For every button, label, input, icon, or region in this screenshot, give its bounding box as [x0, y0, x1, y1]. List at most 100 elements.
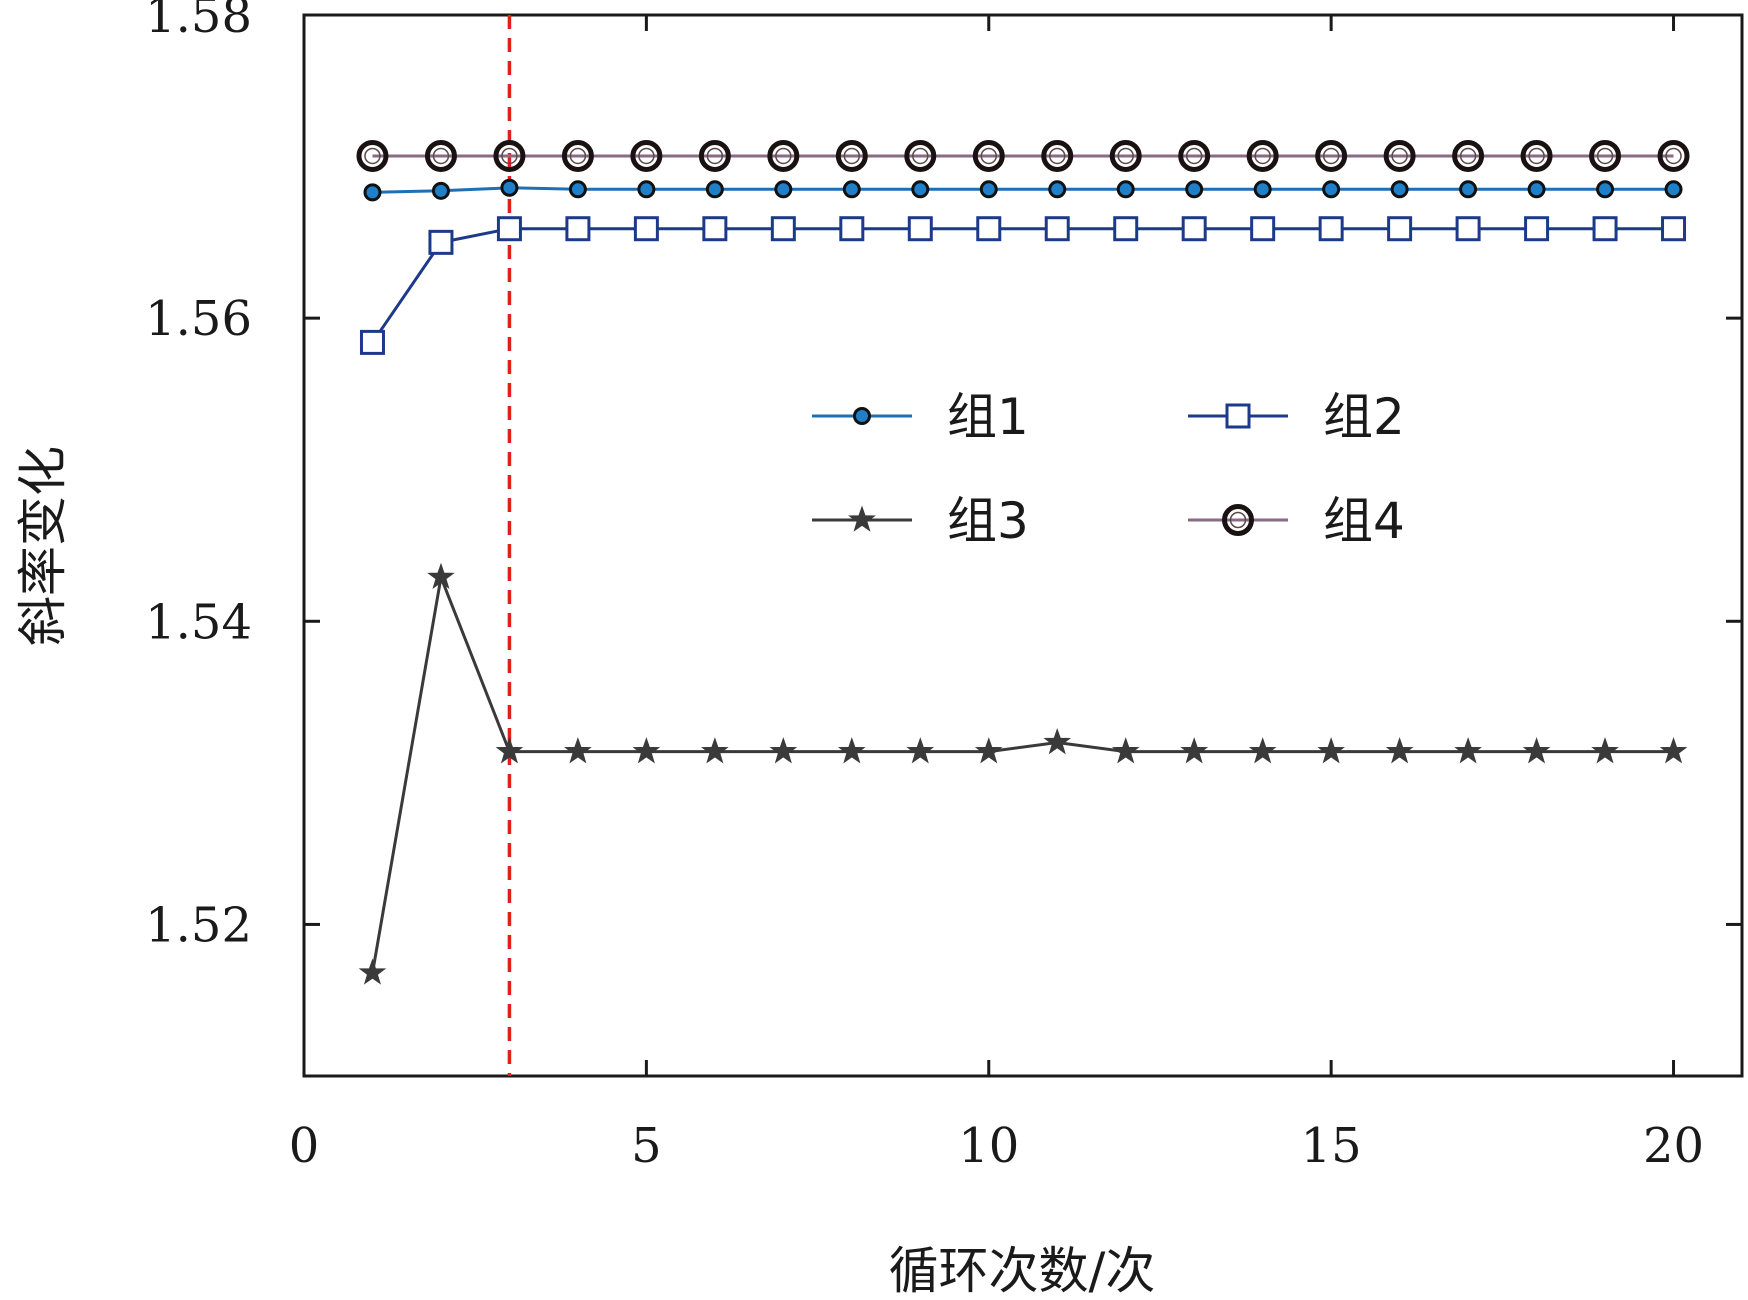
x-axis-title: 循环次数/次 — [889, 1242, 1156, 1300]
series-2-point — [1044, 216, 1070, 242]
series-3-point — [1043, 727, 1072, 755]
series-3-point — [1591, 737, 1619, 764]
series-1-point — [911, 180, 930, 199]
series-3-point — [769, 737, 798, 764]
series-2-point — [565, 216, 591, 242]
series-1 — [363, 178, 1683, 202]
x-tick-label: 5 — [631, 1118, 662, 1174]
legend-entry-4: 组4 — [1188, 492, 1405, 550]
series-3-point — [1454, 737, 1482, 764]
y-tick-label: 1.58 — [145, 0, 252, 44]
series-2-point — [1524, 216, 1550, 242]
series-2-point — [428, 229, 454, 255]
series-4-point — [1178, 139, 1211, 172]
series-1-point — [431, 181, 450, 200]
series-3-point — [837, 737, 866, 764]
series-1-point — [1048, 180, 1067, 199]
series-4-point — [424, 139, 457, 172]
series-1-point — [1664, 180, 1683, 199]
y-tick-label: 1.52 — [145, 897, 252, 953]
series-4-point — [972, 139, 1005, 172]
series-4-point — [630, 139, 663, 172]
legend-swatch-marker-inner — [1229, 511, 1247, 529]
series-3-point — [495, 737, 524, 764]
legend-swatch-marker — [848, 505, 876, 532]
series-3-point — [564, 737, 592, 764]
ticks-layer: 0 5 10 15 20 1.52 1.54 1.56 1.58 — [145, 0, 1742, 1174]
series-layer — [356, 139, 1690, 985]
series-4-point — [1315, 139, 1348, 172]
series-2-point — [1318, 216, 1344, 242]
legend-swatch-marker — [1222, 504, 1254, 536]
series-4-point-inner — [1665, 147, 1682, 165]
series-4-point-inner — [638, 147, 655, 165]
series-2-point — [1113, 216, 1139, 242]
series-2-point — [770, 216, 796, 242]
series-4-point — [1589, 139, 1622, 172]
series-1-point — [705, 180, 724, 199]
legend-label: 组2 — [1323, 388, 1405, 446]
series-3-point — [1659, 737, 1688, 764]
series-4-point — [1520, 139, 1553, 172]
series-1-point — [363, 183, 382, 202]
legend-swatch-marker — [1225, 403, 1251, 429]
series-4-point-inner — [432, 147, 450, 165]
series-4-point-inner — [1185, 147, 1203, 165]
y-tick-label: 1.56 — [145, 291, 252, 347]
series-3-point — [632, 737, 661, 764]
series-1-point — [979, 180, 998, 199]
series-4-point-inner — [364, 147, 381, 165]
legend-entry-2: 组2 — [1188, 388, 1405, 446]
series-2-point — [1661, 216, 1687, 242]
series-4-point — [1452, 139, 1485, 172]
series-4-point — [1109, 139, 1142, 172]
series-1-point — [637, 180, 656, 199]
series-2-point — [496, 216, 522, 242]
series-3-point — [1248, 737, 1277, 764]
legend-label: 组4 — [1323, 492, 1405, 550]
series-4-point — [561, 139, 594, 172]
series-4-point — [356, 139, 389, 172]
series-3-point — [427, 562, 455, 590]
series-4-point-inner — [1117, 147, 1134, 165]
series-2 — [359, 216, 1687, 355]
series-3-point — [358, 958, 387, 985]
series-4-point-inner — [1391, 147, 1408, 165]
series-4-point-inner — [1254, 147, 1271, 165]
x-tick-label: 20 — [1643, 1118, 1704, 1174]
series-2-line — [371, 227, 1674, 344]
series-1-point — [500, 178, 519, 197]
series-3-point — [701, 737, 729, 764]
series-2-point — [1387, 216, 1413, 242]
series-4-point-inner — [1459, 147, 1477, 165]
legend-swatch-marker — [853, 407, 871, 425]
legend-entry-1: 组1 — [812, 388, 1029, 446]
series-4-point — [1041, 139, 1074, 172]
y-tick-label: 1.54 — [145, 594, 252, 650]
y-axis-title: 斜率变化 — [14, 446, 72, 646]
series-4-point-inner — [843, 147, 861, 165]
series-3-point — [1317, 737, 1345, 764]
legend-label: 组1 — [947, 388, 1029, 446]
series-4-point-inner — [1048, 147, 1066, 165]
series-3-point — [1385, 737, 1414, 764]
series-4-point-inner — [501, 147, 518, 165]
series-2-point — [839, 216, 865, 242]
series-4-point-inner — [569, 147, 587, 165]
series-3-point — [974, 737, 1003, 764]
series-4-point — [1246, 139, 1279, 172]
legend-entry-3: 组3 — [812, 492, 1029, 550]
series-1-point — [1185, 180, 1204, 199]
series-4-point — [1657, 139, 1690, 172]
series-1-point — [842, 180, 861, 199]
series-4-point — [835, 139, 868, 172]
series-4-point-inner — [706, 147, 724, 165]
x-tick-label: 0 — [289, 1118, 320, 1174]
series-2-point — [1250, 216, 1276, 242]
legend-label: 组3 — [947, 492, 1029, 550]
series-1-line — [372, 186, 1674, 194]
series-4-point — [698, 139, 731, 172]
series-3-point — [1522, 737, 1551, 764]
series-4-point-inner — [775, 147, 792, 165]
series-1-point — [1116, 180, 1135, 199]
